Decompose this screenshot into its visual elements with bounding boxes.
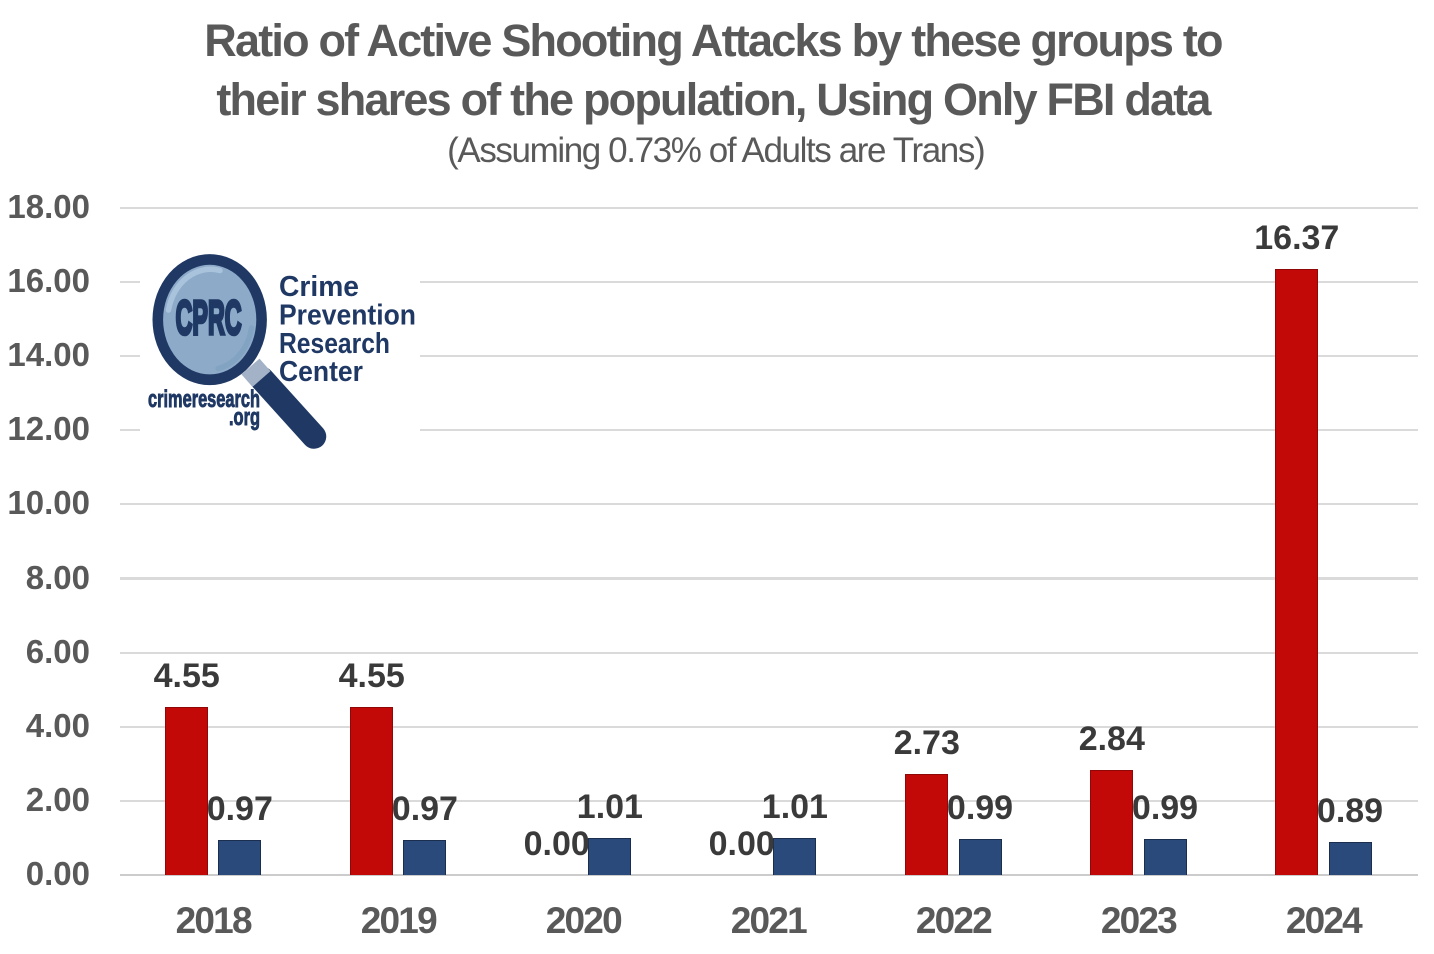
svg-text:Crime: Crime bbox=[279, 271, 359, 303]
svg-text:Prevention: Prevention bbox=[279, 299, 416, 331]
svg-text:crimeresearch: crimeresearch bbox=[148, 386, 260, 413]
svg-text:Center: Center bbox=[279, 356, 363, 388]
svg-text:.org: .org bbox=[229, 404, 260, 431]
svg-text:CPRC: CPRC bbox=[176, 292, 242, 345]
svg-text:Research: Research bbox=[279, 328, 390, 360]
